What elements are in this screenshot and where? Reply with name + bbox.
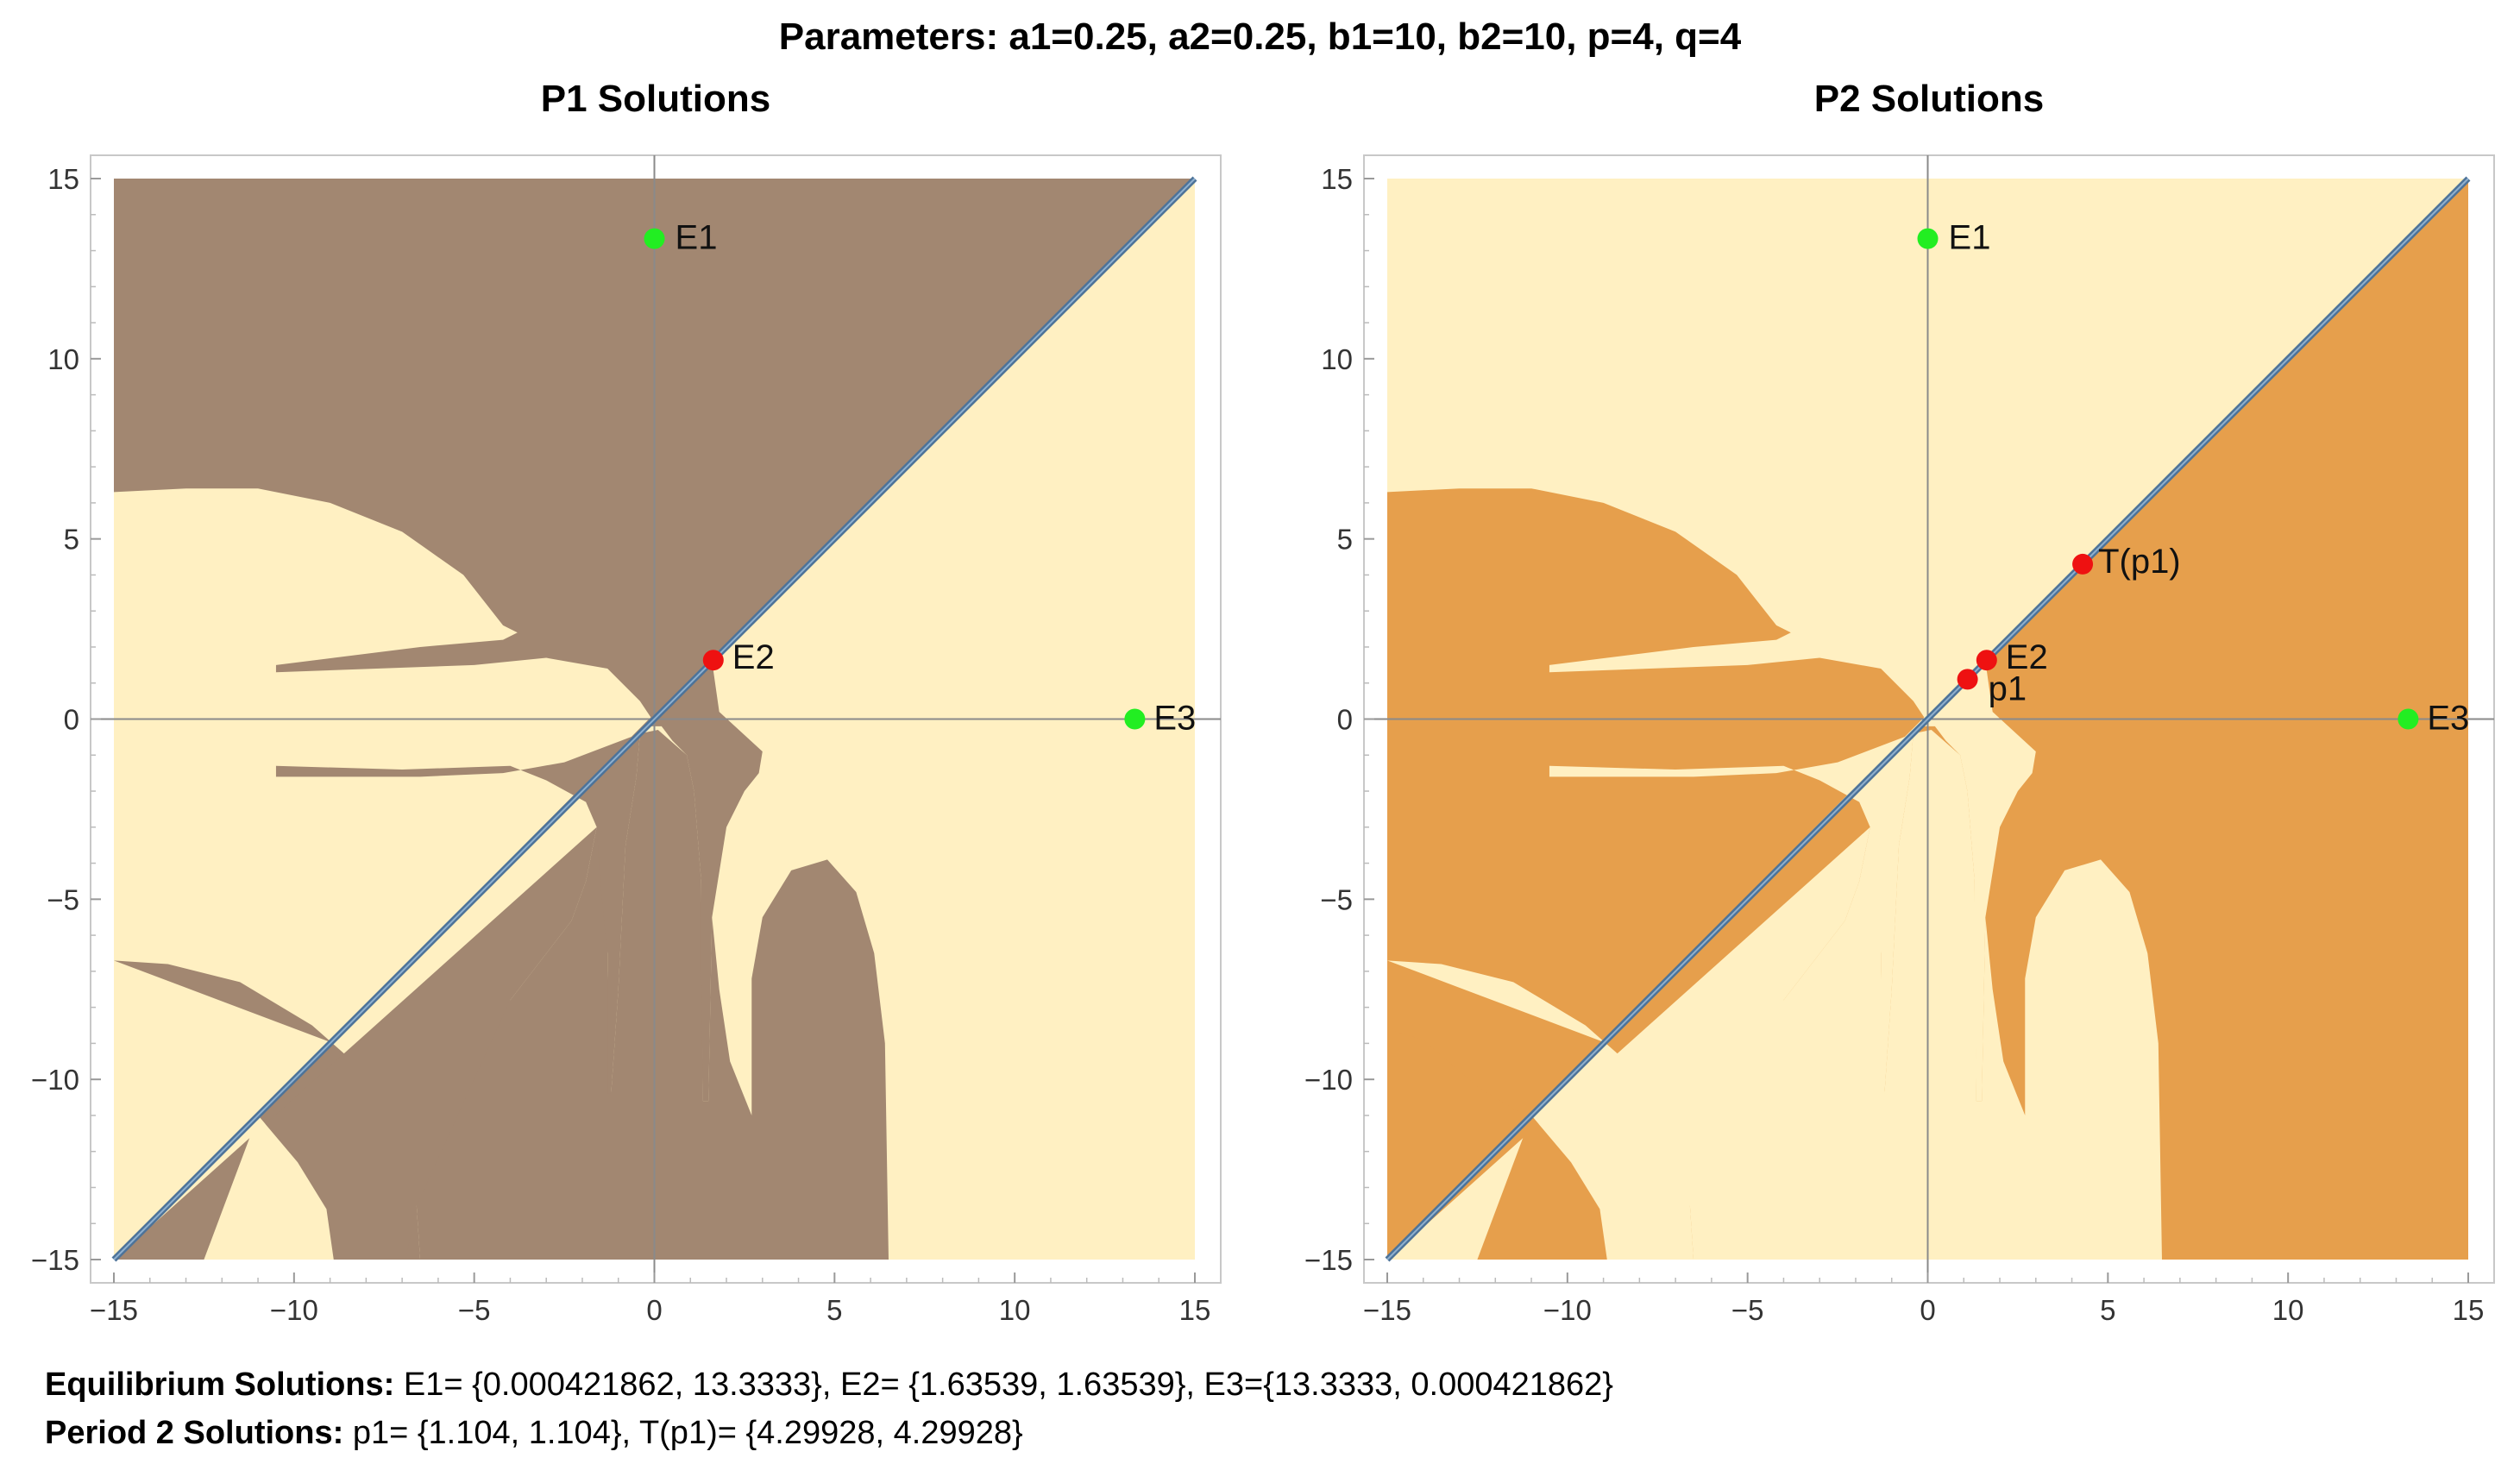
p1-light-blob-upper [114,488,651,1260]
p1-diagonal-highlight [113,178,1196,1260]
p2-x-tick-label: 15 [2453,1294,2485,1326]
p1-y-tick-label: −5 [47,883,79,915]
p1-point-e1 [644,228,665,249]
p1-dark-lobe-lower [405,730,889,1260]
p2-point-p1 [1957,669,1978,690]
panel-title-p2: P2 Solutions [1813,78,2045,120]
p1-y-tick-label: 10 [47,343,79,375]
p2-x-tick-label: 0 [1920,1294,1935,1326]
p1-point-label-e1: E1 [676,219,718,257]
p1-x-tick-label: 10 [999,1294,1031,1326]
p2-point-tp1 [2072,553,2094,575]
p2-light-tongue-right [1924,661,2036,1102]
p1-x-tick-label: −15 [90,1294,138,1326]
p1-point-e2 [702,650,724,671]
p1-solutions-plot: −15 −10 −5 0 5 10 15 −15 −10 −5 0 5 10 15 E1 E2 E3 [31,154,1222,1326]
period2-label: Period 2 Solutions: [45,1415,344,1451]
main-title: Parameters: a1=0.25, a2=0.25, b1=10, b2=… [778,16,1742,58]
equilibrium-solutions-line: Equilibrium Solutions: E1= {0.000421862,… [45,1367,1613,1404]
p2-point-label-e1: E1 [1949,219,1991,257]
p2-point-e2 [1976,650,1997,671]
p2-diagonal-highlight [1386,178,2469,1260]
p1-y-tick-label: −15 [31,1244,79,1276]
p2-x-tick-label: −5 [1731,1294,1764,1326]
p2-point-e1 [1917,228,1939,249]
p2-x-tick-label: 10 [2272,1294,2304,1326]
p2-x-tick-label: −10 [1543,1294,1592,1326]
p1-x-tick-label: 5 [826,1294,842,1326]
p2-point-label-p1: p1 [1989,669,2027,707]
p2-dark-blob-upper [1387,488,1925,1260]
p1-dark-wedge [114,826,597,1260]
p1-x-tick-label: 0 [646,1294,662,1326]
p1-light-strip [204,1115,334,1260]
p2-y-tick-label: −10 [1304,1064,1353,1096]
p1-x-tick-label: 15 [1179,1294,1211,1326]
p2-light-wedge [1387,826,1870,1260]
p2-dark-blob-lower-left [1387,1028,1524,1260]
period2-text: p1= {1.104, 1.104}, T(p1)= {4.29928, 4.2… [352,1415,1023,1451]
p2-x-tick-label: −15 [1363,1294,1411,1326]
p2-point-e3 [2397,708,2419,730]
p2-y-tick-label: −5 [1320,883,1353,915]
p1-point-e3 [1124,708,1146,730]
p2-point-label-e2: E2 [2006,638,2048,676]
p1-x-tick-label: −5 [458,1294,491,1326]
equilibrium-label: Equilibrium Solutions: [45,1367,395,1403]
p2-y-tick-label: 10 [1321,343,1353,375]
p2-dark-strip [1477,1115,1607,1260]
p1-y-tick-label: 0 [64,704,79,736]
period2-solutions-line: Period 2 Solutions: p1= {1.104, 1.104}, … [45,1415,1023,1452]
p1-light-blob-lower-left [114,1028,251,1260]
p2-y-tick-label: −15 [1304,1244,1353,1276]
p2-y-tick-label: 15 [1321,163,1353,195]
p1-dark-tongue-right [650,661,763,1102]
p1-y-tick-label: −10 [31,1064,79,1096]
p1-point-label-e3: E3 [1153,699,1196,737]
p1-y-tick-label: 5 [64,524,79,556]
p2-point-label-tp1: T(p1) [2098,543,2181,581]
p1-point-label-e2: E2 [732,638,775,676]
equilibrium-text: E1= {0.000421862, 13.3333}, E2= {1.63539… [403,1367,1613,1403]
p2-point-label-e3: E3 [2427,699,2469,737]
p2-y-tick-label: 0 [1337,704,1353,736]
p1-x-tick-label: −10 [270,1294,318,1326]
p2-y-tick-label: 5 [1337,524,1353,556]
p2-x-tick-label: 5 [2100,1294,2115,1326]
p2-light-lobe-lower [1679,730,2162,1260]
panel-title-p1: P1 Solutions [540,78,771,120]
p1-y-tick-label: 15 [47,163,79,195]
